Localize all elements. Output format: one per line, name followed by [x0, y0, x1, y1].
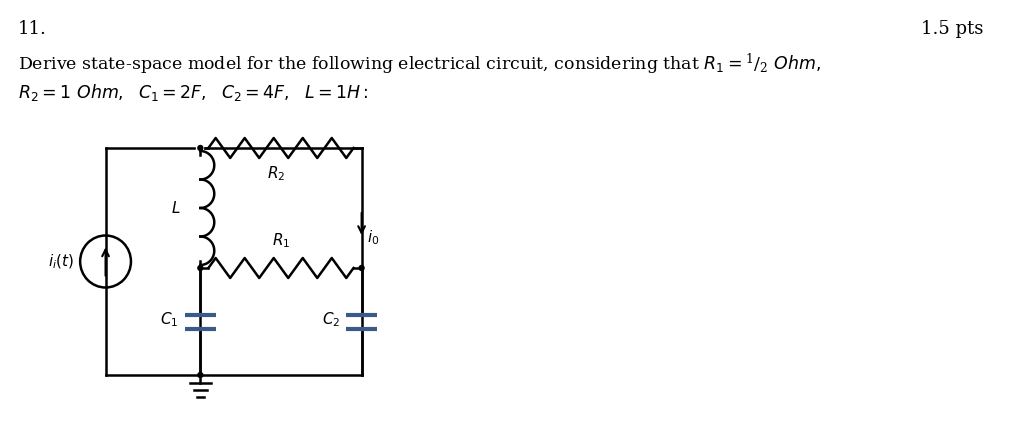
Text: $L$: $L$ [171, 200, 181, 216]
Text: $C_1$: $C_1$ [161, 310, 179, 329]
Text: 11.: 11. [17, 20, 46, 38]
Circle shape [198, 372, 203, 378]
Text: $R_2 = 1\ Ohm,\ \ C_1 = 2F,\ \ C_2 = 4F,\ \ L = 1H:$: $R_2 = 1\ Ohm,\ \ C_1 = 2F,\ \ C_2 = 4F,… [17, 82, 368, 103]
Text: $R_2$: $R_2$ [267, 164, 286, 183]
Circle shape [359, 266, 365, 270]
Text: Derive state-space model for the following electrical circuit, considering that : Derive state-space model for the followi… [17, 52, 820, 77]
Circle shape [198, 146, 203, 150]
Circle shape [198, 266, 203, 270]
Text: $R_1$: $R_1$ [271, 232, 290, 250]
Text: $C_2$: $C_2$ [322, 310, 340, 329]
Text: 1.5 pts: 1.5 pts [921, 20, 983, 38]
Text: $i_0$: $i_0$ [368, 228, 380, 247]
Text: $i_i(t)$: $i_i(t)$ [48, 252, 75, 271]
